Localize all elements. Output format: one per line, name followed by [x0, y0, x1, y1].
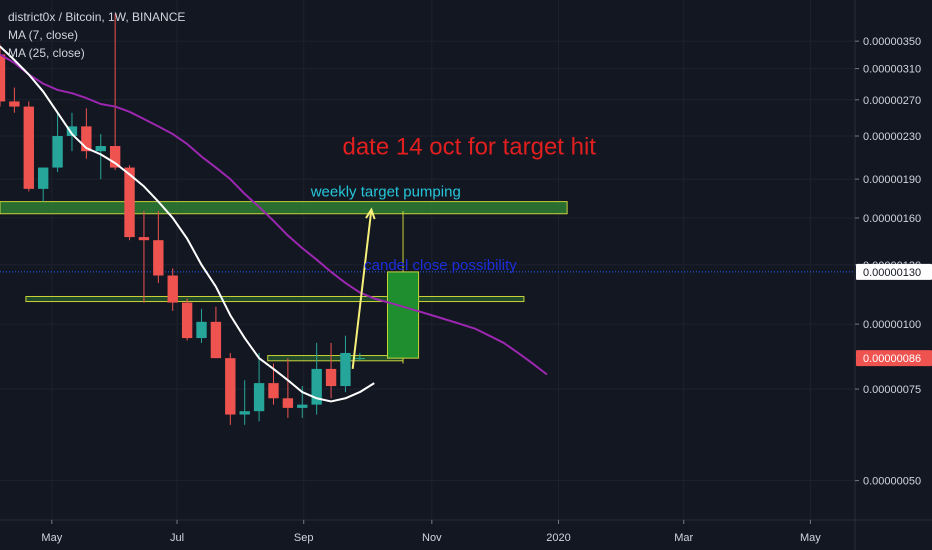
candle-body	[138, 237, 150, 241]
price-tag-label: 0.00000130	[863, 267, 921, 279]
target-arrow	[351, 209, 373, 370]
candle-body	[297, 404, 308, 408]
candle-body	[109, 146, 121, 168]
x-tick-label: May	[800, 532, 821, 544]
y-tick-label: 0.00000270	[863, 95, 921, 107]
candle-body	[210, 321, 222, 359]
annotation-target-date: date 14 oct for target hit	[342, 133, 596, 160]
candle-body	[268, 383, 279, 399]
candle-body	[340, 352, 351, 387]
candle-body	[282, 398, 294, 408]
candle-body	[66, 126, 78, 136]
x-tick-label: Sep	[294, 532, 314, 544]
candle-body	[354, 358, 366, 360]
candle-body	[253, 383, 265, 412]
candle-body	[325, 368, 337, 387]
candle-body	[0, 54, 6, 102]
chart-legend: district0x / Bitcoin, 1W, BINANCE MA (7,…	[8, 8, 185, 62]
x-tick-label: Jul	[170, 532, 184, 544]
candle-body	[225, 358, 236, 415]
y-tick-label: 0.00000075	[863, 384, 921, 396]
y-tick-label: 0.00000100	[863, 319, 921, 331]
y-tick-label: 0.00000230	[863, 131, 921, 143]
ma25-line	[0, 53, 548, 376]
price-tag-label: 0.00000086	[863, 353, 921, 365]
candle-body	[52, 135, 63, 168]
projected-candle-body	[386, 271, 420, 359]
annotation-candle-close: candel close possibility	[364, 257, 517, 274]
target-arrow-head	[365, 207, 376, 220]
x-tick-label: Mar	[674, 532, 693, 544]
ma25-legend: MA (25, close)	[8, 46, 85, 60]
candle-body	[181, 302, 193, 339]
x-tick-label: Nov	[422, 532, 442, 544]
y-tick-label: 0.00000160	[863, 213, 921, 225]
candle-body	[311, 368, 322, 405]
x-tick-label: 2020	[546, 532, 570, 544]
candle-body	[124, 167, 135, 238]
y-tick-label: 0.00000350	[863, 36, 921, 48]
candle-body	[23, 106, 34, 189]
ma7-line	[0, 45, 375, 403]
y-tick-label: 0.00000310	[863, 64, 921, 76]
y-tick-label: 0.00000050	[863, 476, 921, 488]
candle-body	[9, 101, 20, 107]
support-zone	[25, 295, 525, 303]
candle-body	[239, 411, 250, 415]
price-tag	[856, 263, 932, 280]
candle-body	[38, 167, 49, 189]
price-tag	[856, 350, 932, 367]
candle-body	[167, 275, 178, 303]
x-tick-label: May	[41, 532, 62, 544]
annotation-weekly-target: weekly target pumping	[310, 183, 461, 200]
symbol-title: district0x / Bitcoin, 1W, BINANCE	[8, 10, 186, 24]
candle-body	[196, 321, 207, 339]
candle-body	[81, 126, 92, 152]
target-zone	[0, 201, 568, 215]
candle-body	[95, 146, 106, 152]
ma7-legend: MA (7, close)	[8, 28, 79, 42]
y-tick-label: 0.00000190	[863, 174, 921, 186]
candle-body	[153, 240, 164, 276]
